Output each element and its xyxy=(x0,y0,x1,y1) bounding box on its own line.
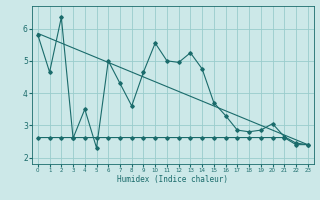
X-axis label: Humidex (Indice chaleur): Humidex (Indice chaleur) xyxy=(117,175,228,184)
